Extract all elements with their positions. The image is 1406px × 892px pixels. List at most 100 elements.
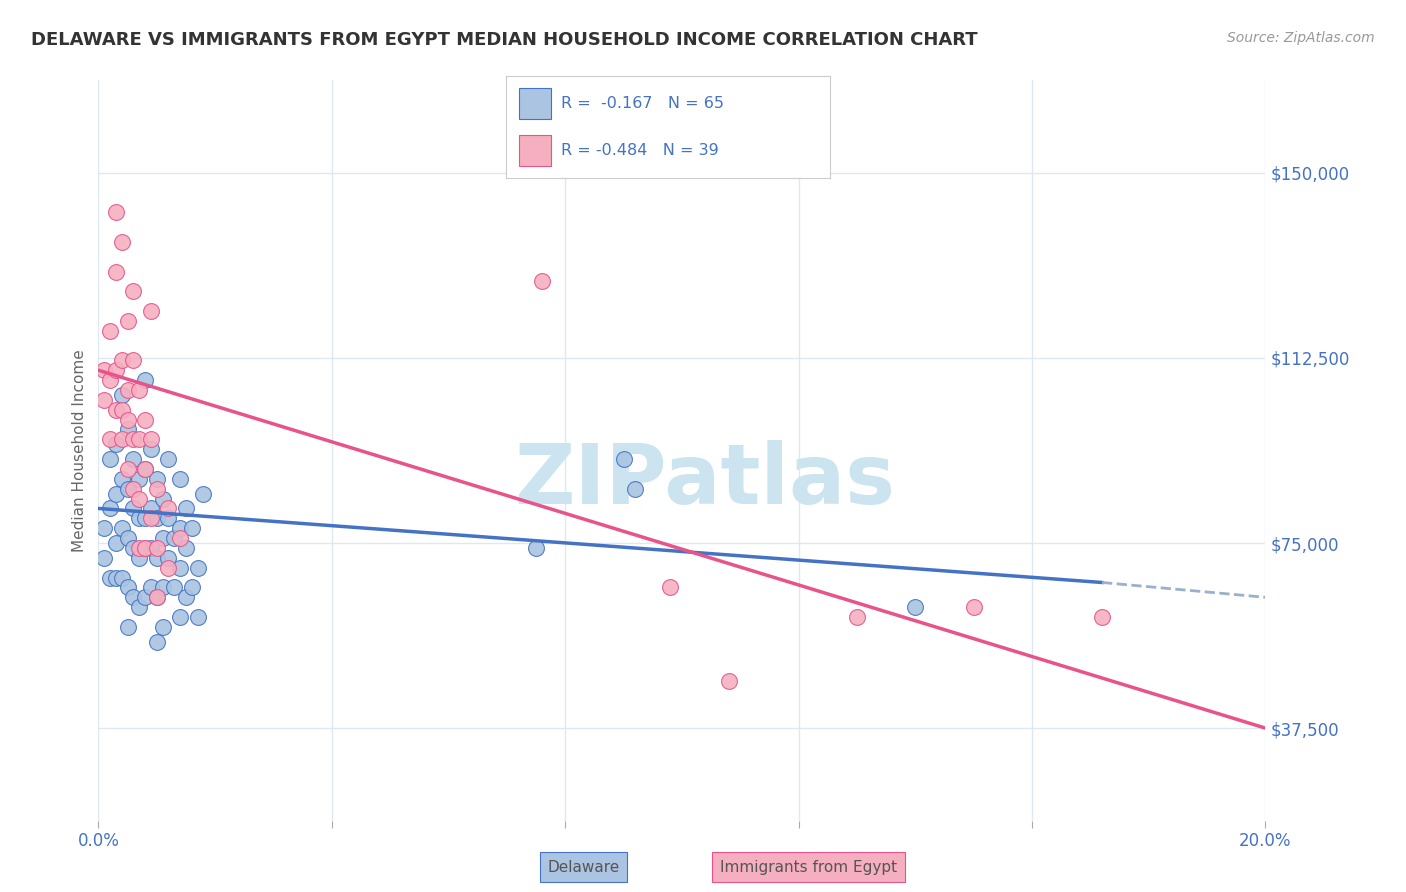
Point (128, 472, 150, 486)
Point (146, 550, 169, 565)
Point (157, 452, 180, 467)
Text: DELAWARE VS IMMIGRANTS FROM EGYPT MEDIAN HOUSEHOLD INCOME CORRELATION CHART: DELAWARE VS IMMIGRANTS FROM EGYPT MEDIAN… (31, 31, 977, 49)
Point (174, 591, 197, 605)
Point (180, 581, 202, 595)
Point (962, 600, 984, 615)
Point (139, 433, 162, 447)
Point (111, 570, 134, 584)
Point (139, 501, 162, 516)
Point (111, 353, 134, 368)
Point (146, 541, 169, 555)
FancyBboxPatch shape (519, 136, 551, 166)
Point (128, 433, 150, 447)
Point (122, 541, 145, 555)
Text: ZIPatlas: ZIPatlas (515, 440, 896, 521)
Point (174, 541, 197, 555)
Point (128, 491, 150, 506)
Text: R = -0.484   N = 39: R = -0.484 N = 39 (561, 144, 718, 158)
Point (530, 274, 553, 288)
Point (169, 472, 191, 486)
Point (104, 486, 127, 500)
Point (146, 634, 169, 648)
Point (134, 541, 156, 555)
Point (117, 412, 139, 426)
Point (111, 402, 134, 417)
Point (163, 531, 186, 545)
Point (169, 521, 191, 535)
Point (128, 511, 150, 525)
Point (624, 482, 647, 496)
Point (139, 511, 162, 525)
Point (117, 383, 139, 397)
Point (111, 388, 134, 402)
Point (717, 674, 740, 689)
Point (98, 433, 121, 447)
Point (134, 462, 156, 476)
Point (146, 482, 169, 496)
Point (122, 482, 145, 496)
Point (117, 620, 139, 634)
Point (117, 482, 139, 496)
FancyBboxPatch shape (519, 88, 551, 119)
Text: Immigrants from Egypt: Immigrants from Egypt (720, 860, 897, 874)
Point (111, 472, 134, 486)
Point (152, 581, 174, 595)
Point (612, 452, 634, 467)
Point (98, 373, 121, 387)
Point (104, 536, 127, 550)
Point (169, 560, 191, 574)
Point (152, 491, 174, 506)
Point (104, 570, 127, 584)
Point (93, 363, 115, 377)
Point (117, 581, 139, 595)
Point (193, 486, 215, 500)
Point (139, 541, 162, 555)
Point (139, 581, 162, 595)
Point (104, 402, 127, 417)
Text: Source: ZipAtlas.com: Source: ZipAtlas.com (1227, 31, 1375, 45)
Point (134, 412, 156, 426)
Point (128, 541, 150, 555)
Point (157, 501, 180, 516)
Point (122, 452, 145, 467)
Point (180, 521, 202, 535)
Point (117, 531, 139, 545)
Point (139, 442, 162, 457)
Point (187, 610, 209, 624)
Point (524, 541, 547, 555)
Text: R =  -0.167   N = 65: R = -0.167 N = 65 (561, 96, 724, 111)
Point (163, 581, 186, 595)
Point (122, 353, 145, 368)
Point (117, 462, 139, 476)
Point (98, 324, 121, 338)
Point (659, 581, 682, 595)
Point (104, 205, 127, 219)
Point (93, 392, 115, 407)
Point (93, 521, 115, 535)
Point (134, 462, 156, 476)
Point (146, 511, 169, 525)
Point (104, 264, 127, 278)
Point (157, 511, 180, 525)
Point (104, 363, 127, 377)
Point (128, 550, 150, 565)
Point (122, 285, 145, 299)
Point (152, 620, 174, 634)
Point (122, 591, 145, 605)
Point (104, 437, 127, 451)
Point (117, 314, 139, 328)
Point (134, 591, 156, 605)
Point (111, 433, 134, 447)
Point (169, 610, 191, 624)
Point (93, 550, 115, 565)
Point (904, 600, 927, 615)
Point (134, 541, 156, 555)
Point (157, 560, 180, 574)
Point (152, 531, 174, 545)
Point (157, 550, 180, 565)
Point (128, 600, 150, 615)
Point (187, 560, 209, 574)
Point (146, 591, 169, 605)
Point (846, 610, 869, 624)
Point (122, 501, 145, 516)
